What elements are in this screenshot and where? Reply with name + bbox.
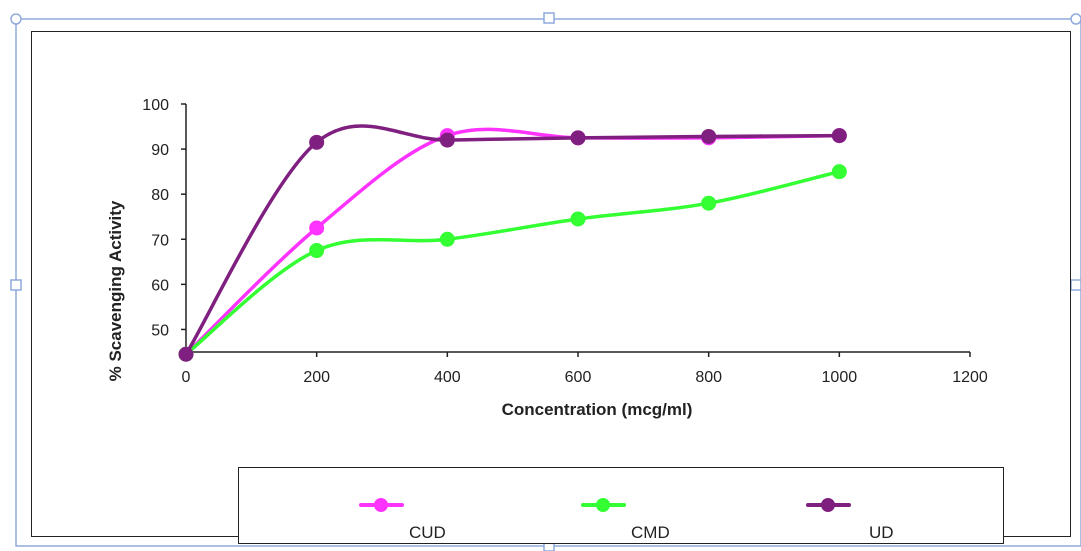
legend-marker-ud bbox=[821, 498, 835, 512]
data-point-ud-0 bbox=[178, 346, 194, 362]
y-tick-label-70: 70 bbox=[151, 232, 169, 249]
series-line-cud bbox=[184, 127, 842, 357]
series-ud bbox=[178, 124, 847, 362]
data-point-ud-600 bbox=[570, 130, 586, 146]
legend-marker-cmd bbox=[596, 498, 610, 512]
data-point-cmd-1000 bbox=[831, 164, 847, 180]
y-tick-label-60: 60 bbox=[151, 277, 169, 294]
x-tick-label-200: 200 bbox=[303, 369, 330, 386]
series-line-ud bbox=[184, 124, 842, 357]
x-tick-label-1000: 1000 bbox=[822, 369, 858, 386]
legend-item-ud: UD bbox=[806, 468, 1006, 545]
data-point-cmd-600 bbox=[570, 211, 586, 227]
data-point-cud-200 bbox=[309, 220, 325, 236]
x-axis-title: Concentration (mcg/ml) bbox=[502, 400, 693, 419]
legend-item-cmd: CMD bbox=[581, 468, 781, 545]
resize-handle-right[interactable] bbox=[1070, 279, 1081, 291]
resize-handle-top-left[interactable] bbox=[10, 13, 22, 25]
data-point-ud-800 bbox=[701, 128, 717, 144]
series-layer bbox=[178, 124, 847, 362]
data-point-cmd-800 bbox=[701, 195, 717, 211]
legend-item-cud: CUD bbox=[359, 468, 559, 545]
x-tick-label-1200: 1200 bbox=[952, 369, 988, 386]
resize-handle-top[interactable] bbox=[543, 12, 555, 24]
y-tick-label-100: 100 bbox=[142, 97, 169, 114]
data-point-ud-1000 bbox=[831, 128, 847, 144]
data-point-ud-400 bbox=[439, 132, 455, 148]
y-axis-title: % Scavenging Activity bbox=[106, 200, 125, 381]
series-line-cmd bbox=[184, 169, 842, 357]
data-point-cmd-200 bbox=[309, 243, 325, 259]
legend: CUD CMD UD bbox=[238, 467, 1004, 544]
resize-handle-left[interactable] bbox=[10, 279, 22, 291]
legend-label-cmd: CMD bbox=[631, 523, 670, 542]
data-point-cmd-400 bbox=[439, 231, 455, 247]
y-tick-label-50: 50 bbox=[151, 322, 169, 339]
x-tick-label-600: 600 bbox=[565, 369, 592, 386]
y-tick-label-90: 90 bbox=[151, 142, 169, 159]
legend-marker-cud bbox=[374, 498, 388, 512]
legend-label-ud: UD bbox=[869, 523, 894, 542]
resize-handle-top-right[interactable] bbox=[1070, 13, 1081, 25]
legend-label-cud: CUD bbox=[409, 523, 446, 542]
chart-area[interactable]: 50 60 70 80 90 100 0 200 400 600 800 1000 1200 % Sca… bbox=[31, 31, 1071, 544]
x-tick-label-800: 800 bbox=[695, 369, 722, 386]
y-tick-label-80: 80 bbox=[151, 187, 169, 204]
x-tick-label-0: 0 bbox=[182, 369, 191, 386]
series-cud bbox=[178, 127, 847, 362]
data-point-ud-200 bbox=[309, 134, 325, 150]
x-tick-label-400: 400 bbox=[434, 369, 461, 386]
